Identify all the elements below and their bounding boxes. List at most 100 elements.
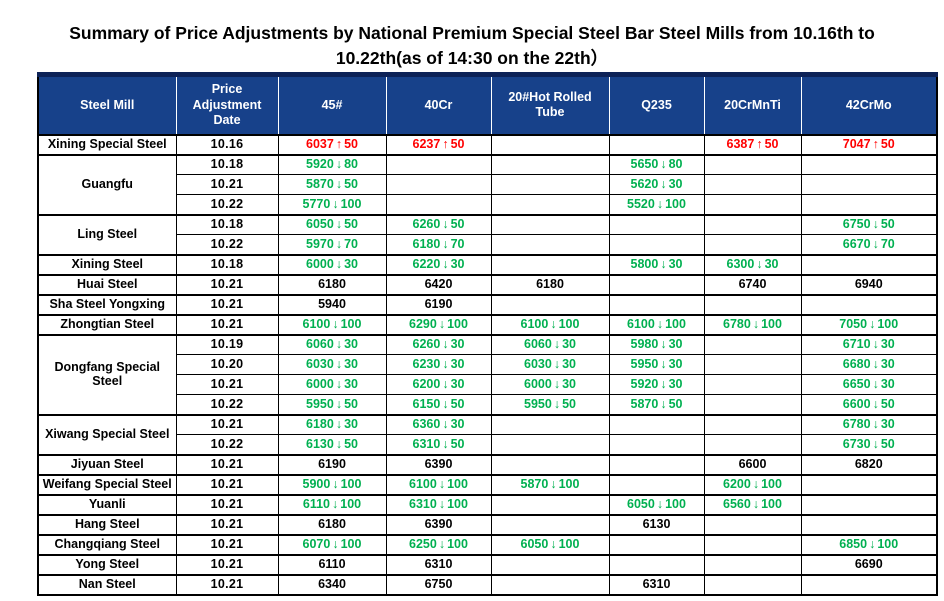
table-row: Changqiang Steel 10.21 6070 ↓ 100 6250 ↓ 100 605… (37, 533, 938, 556)
price-cell (703, 413, 802, 436)
date-cell: 10.21 (175, 293, 279, 316)
price-cell (703, 394, 802, 416)
down-arrow-icon: ↓ (872, 417, 879, 432)
price-cell (703, 374, 802, 396)
price-cell (608, 434, 705, 456)
date-cell: 10.18 (175, 213, 279, 236)
date-cell: 10.21 (175, 413, 279, 436)
down-arrow-icon: ↓ (442, 337, 449, 352)
price-cell (490, 434, 610, 456)
table-row: 10.22 5970 ↓ 70 6180 ↓ 70 6670 ↓ 70 (38, 234, 938, 256)
down-arrow-icon: ↓ (660, 177, 667, 191)
price-cell (703, 234, 802, 256)
down-arrow-icon: ↓ (656, 317, 664, 331)
price-cell (703, 194, 802, 216)
date-cell: 10.21 (175, 453, 279, 476)
price-cell (703, 213, 802, 236)
up-arrow-icon: ↑ (442, 137, 449, 151)
price-cell: 6180 (490, 273, 610, 296)
steel-mill-cell: Yuanli (37, 493, 177, 516)
down-arrow-icon: ↓ (438, 537, 446, 551)
date-cell: 10.21 (175, 313, 279, 336)
column-header-0: Steel Mill (37, 74, 177, 136)
table-header: Steel Mill Price Adjustment Date 45# 40Cr 20… (37, 74, 938, 136)
price-cell: 6110 (277, 553, 387, 576)
price-cell (703, 293, 802, 316)
price-cell (608, 293, 705, 316)
table-row: Xiwang Special Steel 10.21 6180 ↓ 30 6360 ↓ 30 6… (37, 413, 938, 456)
down-arrow-icon: ↓ (335, 436, 343, 451)
price-cell (490, 553, 610, 576)
table-row: 10.22 5770 ↓ 100 5520 ↓ 100 (38, 194, 938, 216)
price-cell (703, 153, 802, 176)
price-cell (800, 174, 938, 196)
price-cell: 6780 ↓ 30 (800, 413, 938, 436)
price-cell: 6070 ↓ 100 (277, 533, 387, 556)
price-cell: 5900 ↓ 100 (277, 473, 387, 496)
price-cell (490, 213, 610, 236)
price-cell: 5520 ↓ 100 (608, 194, 705, 216)
down-arrow-icon: ↓ (872, 217, 879, 232)
column-header-2: 45# (277, 74, 387, 136)
price-cell (800, 573, 938, 596)
price-cell (490, 194, 610, 216)
price-cell: 6237 ↑ 50 (385, 133, 492, 156)
column-header-7: 42CrMo (800, 74, 938, 136)
price-cell (608, 213, 705, 236)
down-arrow-icon: ↓ (660, 257, 667, 271)
price-cell: 6560 ↓ 100 (703, 493, 802, 516)
price-cell: 6050 ↓ 100 (490, 533, 610, 556)
down-arrow-icon: ↓ (550, 477, 557, 491)
down-arrow-icon: ↓ (335, 357, 343, 371)
column-header-4: 20#Hot Rolled Tube (490, 74, 610, 136)
price-cell: 6000 ↓ 30 (277, 253, 387, 276)
price-cell: 5870 ↓ 100 (490, 473, 610, 496)
down-arrow-icon: ↓ (335, 337, 343, 352)
table-row: Xining Special Steel 10.16 6037 ↑ 50 6237 ↑ 50 6… (37, 133, 938, 156)
price-cell (608, 473, 705, 496)
steel-mill-cell: Ling Steel (37, 213, 177, 256)
down-arrow-icon: ↓ (550, 537, 557, 551)
down-arrow-icon: ↓ (553, 377, 561, 391)
date-cell: 10.16 (175, 133, 279, 156)
date-cell: 10.22 (175, 394, 279, 416)
price-cell: 6180 (277, 273, 387, 296)
down-arrow-icon: ↓ (752, 317, 760, 331)
price-cell: 6940 (800, 273, 938, 296)
price-cell: 6260 ↓ 50 (385, 213, 492, 236)
price-cell: 6110 ↓ 100 (277, 493, 387, 516)
column-header-5: Q235 (608, 74, 705, 136)
price-table-container: Steel Mill Price Adjustment Date 45# 40Cr 20… (37, 72, 938, 596)
price-cell: 6360 ↓ 30 (385, 413, 492, 436)
price-cell (703, 333, 802, 356)
down-arrow-icon: ↓ (332, 196, 339, 211)
date-cell: 10.19 (175, 333, 279, 356)
up-arrow-icon: ↑ (872, 137, 879, 151)
down-arrow-icon: ↓ (872, 396, 879, 411)
table-row: 10.21 5870 ↓ 50 5620 ↓ 30 (38, 174, 938, 196)
price-cell: 6190 (277, 453, 387, 476)
steel-mill-cell: Sha Steel Yongxing (37, 293, 177, 316)
date-cell: 10.21 (175, 473, 279, 496)
date-cell: 10.22 (175, 194, 279, 216)
down-arrow-icon: ↓ (442, 217, 449, 232)
down-arrow-icon: ↓ (553, 337, 561, 352)
down-arrow-icon: ↓ (872, 236, 879, 251)
date-cell: 10.18 (175, 153, 279, 176)
steel-mill-cell: Huai Steel (37, 273, 177, 296)
date-cell: 10.21 (175, 174, 279, 196)
date-cell: 10.21 (175, 553, 279, 576)
price-cell: 7050 ↓ 100 (800, 313, 938, 336)
price-cell: 6310 (385, 553, 492, 576)
price-cell: 6037 ↑ 50 (277, 133, 387, 156)
price-cell (608, 533, 705, 556)
page-title: Summary of Price Adjustments by National… (69, 23, 875, 69)
price-cell: 6780 ↓ 100 (703, 313, 802, 336)
price-cell: 5800 ↓ 30 (608, 253, 705, 276)
date-cell: 10.22 (175, 234, 279, 256)
price-cell: 6310 ↓ 100 (385, 493, 492, 516)
down-arrow-icon: ↓ (332, 497, 339, 511)
price-cell: 6050 ↓ 100 (608, 493, 705, 516)
price-cell: 5650 ↓ 80 (608, 153, 705, 176)
steel-mill-cell: Zhongtian Steel (37, 313, 177, 336)
